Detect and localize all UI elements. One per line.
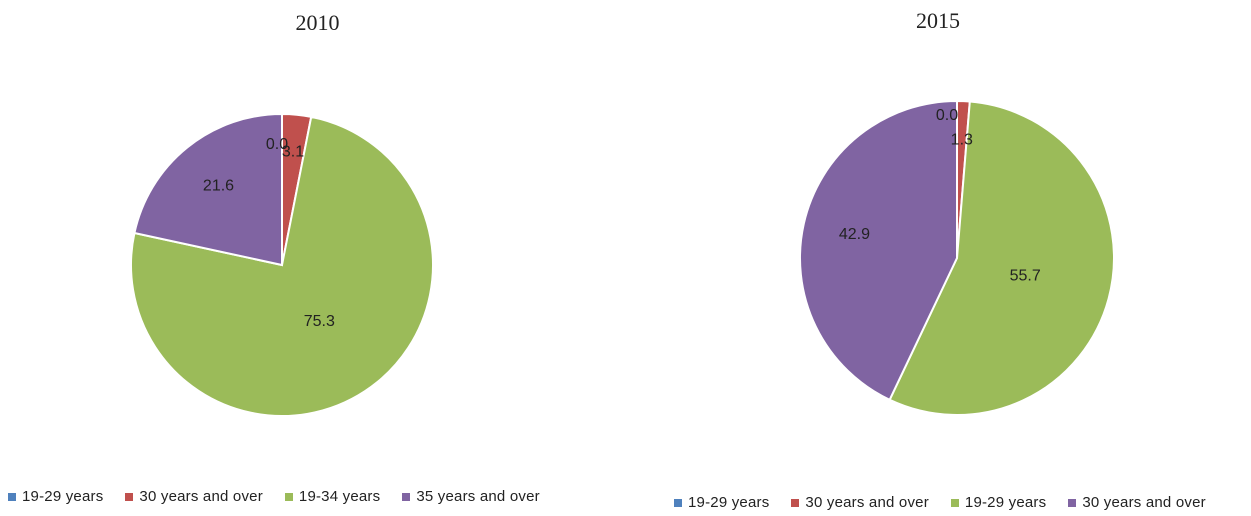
data-label: 0.0 xyxy=(266,136,288,153)
legend-label: 30 years and over xyxy=(805,494,929,511)
legend-item: 35 years and over xyxy=(402,488,540,505)
data-label: 75.3 xyxy=(304,313,335,330)
pie-2010-svg: 0.03.1 75.3 21.6 xyxy=(130,112,434,417)
legend: 19-29 years 30 years and over 19-29 year… xyxy=(674,494,1228,511)
legend-swatch xyxy=(791,498,800,507)
legend-swatch xyxy=(674,498,682,507)
legend-swatch xyxy=(402,492,411,501)
legend-swatch xyxy=(950,498,959,507)
legend-swatch xyxy=(1068,498,1077,507)
legend-item: 19-29 years xyxy=(674,494,769,511)
pie-2015-svg: 0.0 1.3 55.7 42.9 xyxy=(798,99,1115,416)
data-label: 21.6 xyxy=(203,177,234,194)
chart-title: 2010 xyxy=(295,10,340,35)
legend-label: 30 years and over xyxy=(139,488,263,505)
legend-label: 19-29 years xyxy=(22,488,104,505)
legend-label: 30 years and over xyxy=(1082,494,1206,511)
legend-item: 30 years and over xyxy=(125,488,263,505)
data-label: 55.7 xyxy=(1010,268,1041,285)
data-label: 3.1 xyxy=(282,144,304,161)
legend-item: 19-29 years xyxy=(950,494,1047,511)
legend-swatch xyxy=(8,492,16,501)
legend-item: 30 years and over xyxy=(1068,494,1206,511)
data-label: 1.3 xyxy=(951,132,973,149)
data-label: 0.0 xyxy=(936,107,958,124)
chart-title: 2015 xyxy=(916,8,960,33)
pie-slice xyxy=(888,100,1115,416)
legend-swatch xyxy=(284,492,293,501)
legend-label: 19-29 years xyxy=(688,494,770,511)
pie-chart-2015: 2015 0.0 1.3 55.7 42.9 19-29 years 30 years… xyxy=(625,0,1251,516)
legend-swatch xyxy=(125,492,134,501)
legend-item: 19-34 years xyxy=(284,488,381,505)
pie-slice xyxy=(130,115,434,417)
legend-label: 19-29 years xyxy=(964,494,1047,511)
pie-slice xyxy=(133,112,283,267)
data-label: 42.9 xyxy=(839,226,870,243)
legend: 19-29 years 30 years and over 19-34 year… xyxy=(8,488,562,505)
legend-item: 30 years and over xyxy=(791,494,929,511)
pie-slice xyxy=(798,99,958,402)
legend-item: 19-29 years xyxy=(8,488,103,505)
pie-chart-2010: 2010 0.0 3.1 75.3 21.6 19-29 years 30 years… xyxy=(0,0,625,516)
legend-label: 35 years and over xyxy=(416,488,540,505)
legend-label: 19-34 years xyxy=(298,488,381,505)
